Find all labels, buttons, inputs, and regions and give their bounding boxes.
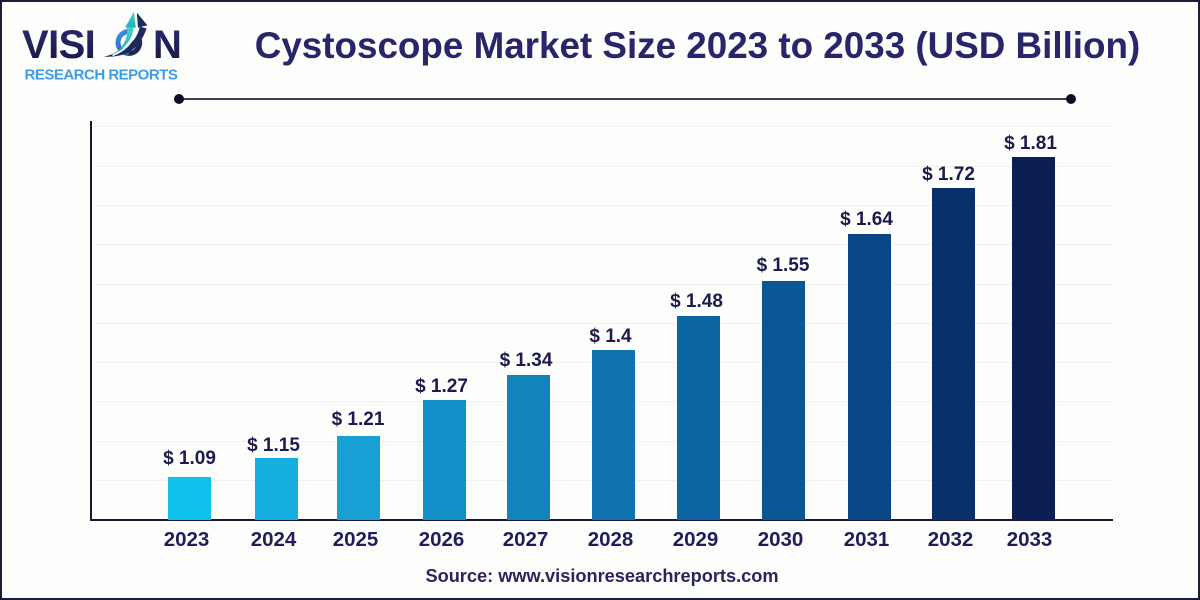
svg-text:RESEARCH REPORTS: RESEARCH REPORTS bbox=[25, 66, 178, 83]
svg-text:VISI: VISI bbox=[22, 23, 95, 67]
svg-text:N: N bbox=[153, 23, 182, 67]
